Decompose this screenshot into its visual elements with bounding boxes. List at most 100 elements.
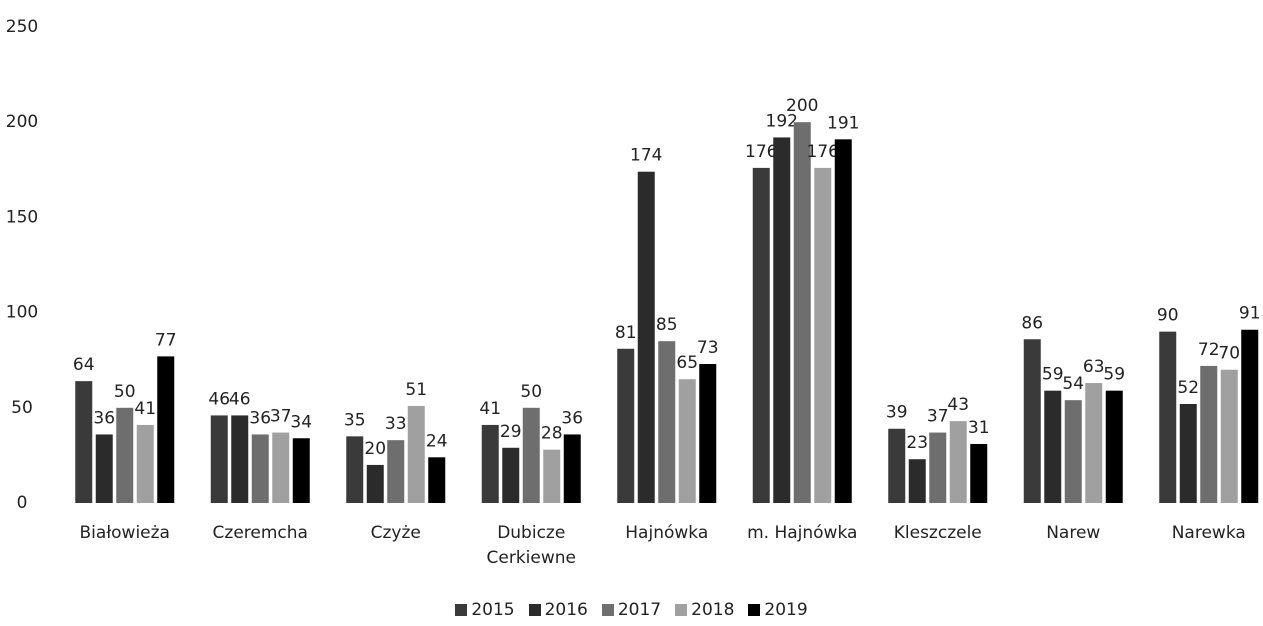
bar	[292, 438, 310, 503]
bar	[814, 167, 832, 503]
bar	[793, 122, 811, 503]
x-tick-label: Hajnówka	[625, 523, 709, 543]
bar	[949, 421, 967, 503]
bar	[251, 434, 269, 503]
data-label: 59	[1103, 365, 1125, 385]
legend-swatch	[601, 604, 614, 616]
bar	[699, 364, 717, 503]
x-tick-label: Białowieża	[79, 523, 170, 543]
data-label: 65	[676, 353, 698, 373]
data-label: 24	[426, 431, 448, 451]
y-tick-label: 100	[6, 303, 38, 323]
legend-swatch	[675, 604, 688, 616]
bar	[366, 464, 384, 503]
data-label: 52	[1177, 378, 1199, 398]
data-label: 43	[947, 395, 969, 415]
bar	[1159, 331, 1177, 503]
legend-label: 2016	[544, 600, 588, 620]
bar	[428, 457, 446, 503]
bar	[1200, 365, 1218, 503]
x-tick-label: m. Hajnówka	[747, 523, 858, 543]
x-tick-label: Dubicze Cerkiewne	[486, 523, 576, 568]
bar	[157, 356, 175, 503]
bar	[1044, 390, 1062, 503]
legend-swatch	[455, 604, 468, 616]
data-label: 41	[479, 399, 501, 419]
bar	[116, 407, 134, 503]
legend-item: 2018	[675, 600, 734, 620]
data-label: 46	[229, 389, 251, 409]
data-label: 191	[827, 113, 859, 133]
data-label: 36	[561, 408, 583, 428]
bar	[481, 424, 499, 503]
data-label: 64	[73, 355, 95, 375]
bar	[1023, 339, 1041, 503]
data-label: 59	[1042, 365, 1064, 385]
bar	[210, 415, 228, 503]
bar	[387, 440, 405, 503]
bar	[1105, 390, 1123, 503]
bar	[970, 443, 988, 503]
bar	[834, 139, 852, 503]
bar	[543, 449, 561, 503]
data-label: 91	[1239, 304, 1261, 324]
legend: 2015 2016 2017 2018 2019	[0, 600, 1263, 620]
bar	[617, 348, 635, 503]
data-label: 70	[1218, 344, 1240, 364]
data-label: 29	[500, 422, 522, 442]
legend-item: 2016	[528, 600, 588, 620]
legend-label: 2017	[617, 600, 662, 620]
data-label: 63	[1083, 357, 1105, 377]
data-label: 50	[114, 382, 136, 402]
data-label: 72	[1198, 340, 1220, 360]
x-tick-label: Czeremcha	[212, 523, 308, 543]
x-tick-label: Kleszczele	[893, 523, 982, 543]
bar	[95, 434, 113, 503]
bar	[407, 405, 425, 503]
bar	[888, 428, 906, 503]
bar	[908, 459, 926, 503]
bar	[346, 436, 364, 503]
bar	[929, 432, 947, 503]
bar	[1179, 403, 1197, 503]
bar	[1241, 329, 1259, 503]
data-label: 35	[344, 410, 366, 430]
y-tick-label: 150	[6, 207, 38, 227]
bar	[1220, 369, 1238, 503]
y-tick-label: 50	[11, 398, 33, 418]
data-label: 37	[270, 407, 292, 427]
data-label: 54	[1062, 374, 1084, 394]
x-tick-label: Czyże	[370, 523, 421, 543]
data-label: 176	[807, 142, 839, 162]
legend-label: 2019	[764, 600, 808, 620]
legend-swatch	[528, 604, 541, 616]
x-tick-label: Narewka	[1171, 523, 1246, 543]
legend-swatch	[748, 604, 761, 616]
data-label: 41	[134, 399, 156, 419]
data-label: 37	[927, 407, 949, 427]
data-label: 20	[364, 439, 386, 459]
legend-item: 2017	[601, 600, 662, 620]
data-label: 77	[155, 330, 177, 350]
bar	[75, 381, 93, 503]
data-label: 50	[520, 382, 542, 402]
data-label: 73	[697, 338, 719, 358]
data-label: 39	[886, 403, 908, 423]
bar	[658, 341, 676, 503]
bar	[563, 434, 581, 503]
x-tick-label: Narew	[1046, 523, 1101, 543]
data-label: 51	[405, 380, 427, 400]
data-label: 28	[541, 424, 563, 444]
bar	[1085, 383, 1103, 503]
data-label: 31	[968, 418, 990, 438]
data-label: 81	[615, 323, 637, 343]
data-label: 36	[249, 408, 271, 428]
bar	[231, 415, 249, 503]
data-label: 33	[385, 414, 407, 434]
legend-label: 2015	[471, 600, 515, 620]
y-tick-label: 200	[6, 112, 38, 132]
bar	[1064, 400, 1082, 503]
data-label: 46	[208, 389, 230, 409]
data-label: 192	[766, 111, 798, 131]
